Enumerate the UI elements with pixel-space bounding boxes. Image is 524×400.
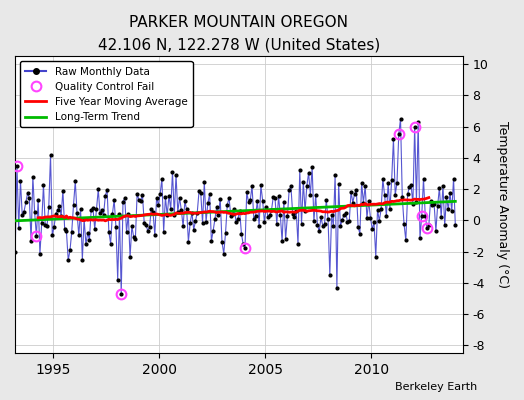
Legend: Raw Monthly Data, Quality Control Fail, Five Year Moving Average, Long-Term Tren: Raw Monthly Data, Quality Control Fail, … [20, 61, 192, 127]
Y-axis label: Temperature Anomaly (°C): Temperature Anomaly (°C) [496, 121, 509, 288]
Text: Berkeley Earth: Berkeley Earth [395, 382, 477, 392]
Title: PARKER MOUNTAIN OREGON
42.106 N, 122.278 W (United States): PARKER MOUNTAIN OREGON 42.106 N, 122.278… [97, 15, 380, 52]
